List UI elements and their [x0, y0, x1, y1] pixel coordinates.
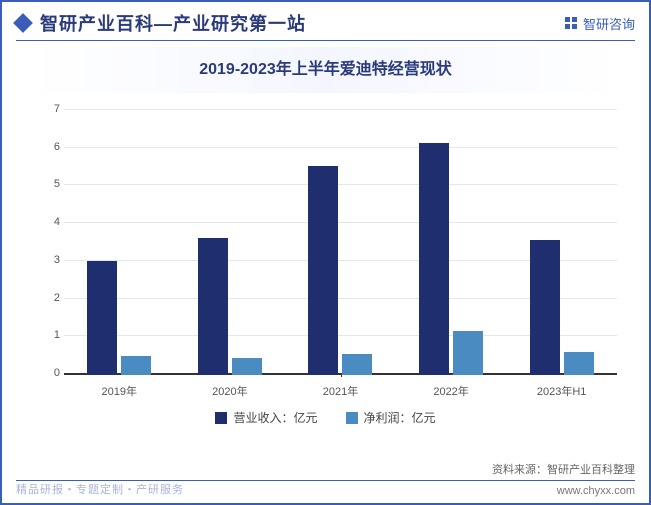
- chart-plot: 0 1 2 3 4 5 6 7 2019年2020年2021年2022年2023年H1: [48, 99, 617, 399]
- diamond-icon: [13, 13, 33, 33]
- legend-swatch: [215, 412, 227, 424]
- bar: [453, 331, 483, 375]
- page-root: 智研产业百科—产业研究第一站 智研咨询 2019-2023年上半年爱迪特经营现状…: [0, 0, 651, 505]
- brand-badge: 智研咨询: [563, 14, 635, 33]
- y-axis-label: 4: [46, 216, 60, 228]
- legend-label: 营业收入：亿元: [233, 409, 317, 426]
- brand-label: 智研咨询: [583, 14, 635, 33]
- brand-logo-icon: [563, 15, 579, 31]
- x-axis-label: 2019年: [64, 383, 175, 399]
- header-left: 智研产业百科—产业研究第一站: [16, 10, 318, 36]
- chart-title: 2019-2023年上半年爱迪特经营现状: [30, 47, 621, 93]
- bar: [121, 356, 151, 375]
- y-axis-label: 3: [46, 254, 60, 266]
- x-tick: [341, 373, 342, 377]
- x-axis-label: 2021年: [285, 383, 396, 399]
- header-divider: [16, 40, 635, 41]
- y-axis-label: 5: [46, 178, 60, 190]
- y-axis-label: 6: [46, 141, 60, 153]
- legend-item: 净利润：亿元: [346, 409, 436, 426]
- y-axis-label: 1: [46, 329, 60, 341]
- footer-right: www.chyxx.com: [557, 485, 635, 497]
- source-line: 资料来源：智研产业百科整理: [492, 461, 635, 477]
- x-axis-label: 2023年H1: [506, 383, 617, 399]
- y-axis-label: 2: [46, 292, 60, 304]
- footer-left: 精品研报・专题定制・产研服务: [16, 481, 184, 497]
- legend: 营业收入：亿元 净利润：亿元: [30, 409, 621, 426]
- x-axis-labels: 2019年2020年2021年2022年2023年H1: [64, 383, 617, 399]
- legend-swatch: [346, 412, 358, 424]
- bars-row: [64, 109, 617, 375]
- legend-label: 净利润：亿元: [364, 409, 436, 426]
- bar-group: [175, 109, 286, 375]
- bar: [198, 238, 228, 375]
- bar: [419, 143, 449, 375]
- bar: [564, 352, 594, 375]
- bar: [530, 240, 560, 375]
- header: 智研产业百科—产业研究第一站 智研咨询: [2, 2, 649, 40]
- bar: [308, 166, 338, 375]
- legend-item: 营业收入：亿元: [215, 409, 317, 426]
- chart-container: 2019-2023年上半年爱迪特经营现状 0 1 2 3 4 5 6 7 2019年2020年…: [2, 47, 649, 426]
- header-title: 智研产业百科—产业研究第一站: [40, 10, 306, 36]
- bar-group: [506, 109, 617, 375]
- footer: 精品研报・专题定制・产研服务 www.chyxx.com: [2, 481, 649, 503]
- bar: [87, 261, 117, 375]
- y-axis-label: 0: [46, 367, 60, 379]
- y-axis-label: 7: [46, 103, 60, 115]
- x-axis-label: 2022年: [396, 383, 507, 399]
- footer-url: www.chyxx.com: [557, 485, 635, 497]
- bar-group: [396, 109, 507, 375]
- bar-group: [285, 109, 396, 375]
- bar-group: [64, 109, 175, 375]
- bar: [342, 354, 372, 375]
- x-axis-label: 2020年: [175, 383, 286, 399]
- bar: [232, 358, 262, 375]
